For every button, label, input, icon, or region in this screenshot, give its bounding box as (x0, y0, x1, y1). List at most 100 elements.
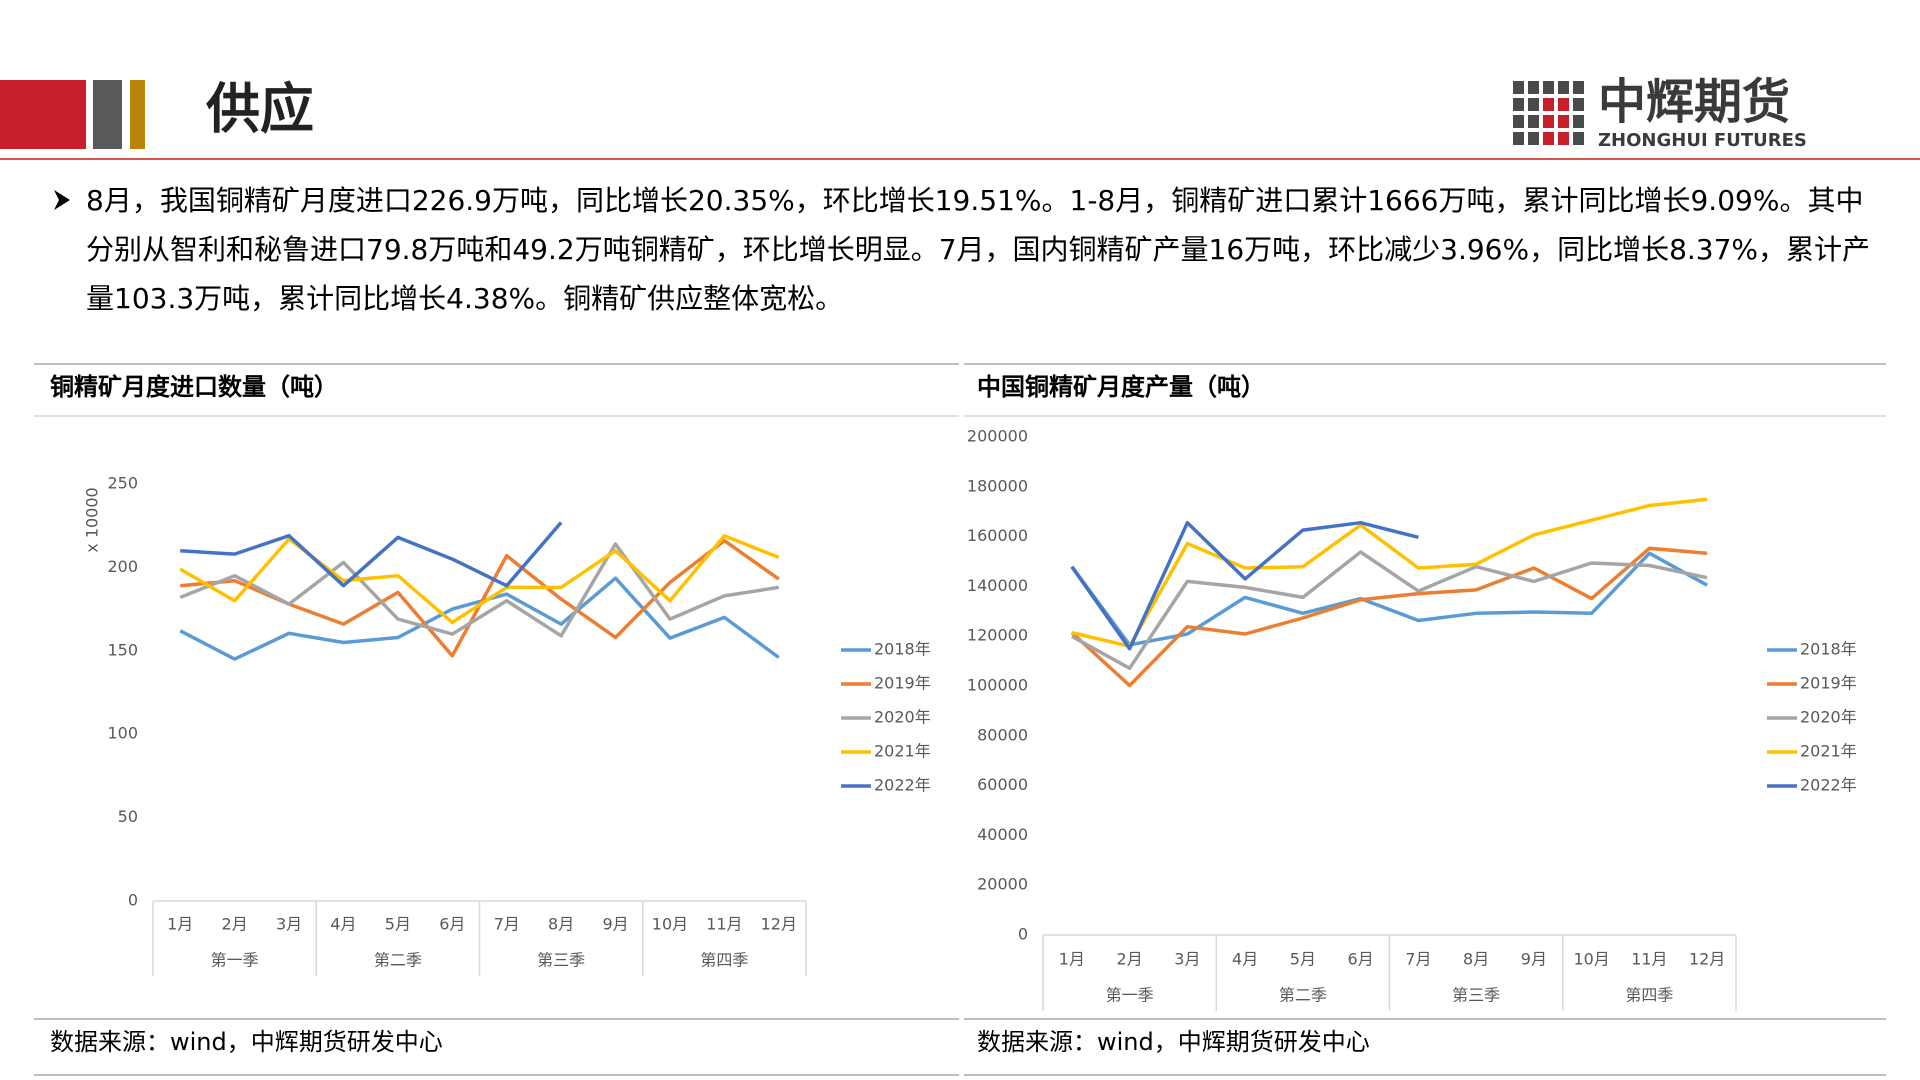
legend-label: 2021年 (874, 742, 931, 761)
legend-label: 2019年 (874, 674, 931, 693)
chart-title: 铜精矿月度进口数量（吨） (50, 373, 338, 401)
x-tick-label: 2月 (1117, 950, 1143, 969)
x-tick-label: 9月 (1521, 950, 1547, 969)
group-label: 第一季 (1106, 986, 1154, 1005)
x-tick-label: 1月 (1059, 950, 1085, 969)
logo-cell (1543, 115, 1554, 128)
x-tick-label: 5月 (385, 915, 411, 934)
series-line (179, 533, 780, 625)
logo-cell (1513, 98, 1524, 111)
y-tick-label: 200 (107, 557, 138, 576)
series-line (1071, 550, 1708, 671)
x-tick-label: 11月 (706, 915, 742, 934)
logo-cell (1543, 132, 1554, 145)
x-tick-label: 6月 (439, 915, 465, 934)
logo-cell (1573, 132, 1584, 145)
y-tick-label: 250 (107, 474, 138, 493)
x-tick-label: 6月 (1348, 950, 1374, 969)
source: 数据来源：wind，中辉期货研发中心 (977, 1028, 1370, 1056)
logo-cell (1513, 132, 1524, 145)
header-bar (130, 80, 145, 149)
x-tick-label: 1月 (167, 915, 193, 934)
legend-label: 2021年 (1800, 742, 1857, 761)
legend-label: 2022年 (874, 776, 931, 795)
y-tick-label: 60000 (977, 775, 1028, 794)
logo-cell (1528, 98, 1539, 111)
group-label: 第四季 (1625, 986, 1673, 1005)
logo-cell (1558, 98, 1569, 111)
y-tick-label: 0 (1018, 925, 1028, 944)
logo-cn: 中辉期货 (1598, 74, 1790, 130)
legend-label: 2020年 (1800, 708, 1857, 727)
y-axis-label: x 10000 (83, 487, 102, 552)
x-tick-label: 9月 (602, 915, 628, 934)
x-tick-label: 3月 (276, 915, 302, 934)
logo-cell (1573, 81, 1584, 94)
logo-cell (1528, 115, 1539, 128)
summary: 8月，我国铜精矿月度进口226.9万吨，同比增长20.35%，环比增长19.51… (86, 176, 1876, 323)
y-tick-label: 150 (107, 640, 138, 659)
legend-label: 2018年 (1800, 640, 1857, 659)
y-tick-label: 200000 (967, 427, 1028, 446)
legend-label: 2020年 (874, 708, 931, 727)
y-tick-label: 100000 (967, 676, 1028, 695)
x-tick-label: 10月 (652, 915, 688, 934)
y-tick-label: 80000 (977, 725, 1028, 744)
series-line (1071, 497, 1708, 648)
x-tick-label: 8月 (1463, 950, 1489, 969)
logo-cell (1573, 98, 1584, 111)
y-tick-label: 120000 (967, 626, 1028, 645)
y-tick-label: 100 (107, 724, 138, 743)
x-tick-label: 4月 (1232, 950, 1258, 969)
group-label: 第四季 (700, 951, 748, 970)
bullet (54, 190, 70, 210)
header-bar (93, 80, 122, 149)
group-label: 第二季 (1279, 986, 1327, 1005)
x-tick-label: 7月 (1405, 950, 1431, 969)
summary-text: 8月，我国铜精矿月度进口226.9万吨，同比增长20.35%，环比增长19.51… (86, 184, 1871, 315)
y-tick-label: 40000 (977, 825, 1028, 844)
x-tick-label: 4月 (330, 915, 356, 934)
logo-cell (1528, 81, 1539, 94)
header-block (0, 80, 86, 149)
y-tick-label: 0 (128, 891, 138, 910)
x-tick-label: 2月 (222, 915, 248, 934)
series-line (1070, 546, 1708, 688)
legend-label: 2022年 (1800, 776, 1857, 795)
chart-title: 中国铜精矿月度产量（吨） (977, 373, 1265, 401)
group-label: 第三季 (1452, 986, 1500, 1005)
logo-cell (1513, 115, 1524, 128)
logo-en: ZHONGHUI FUTURES (1598, 130, 1807, 151)
series-line (179, 542, 780, 638)
x-tick-label: 7月 (494, 915, 520, 934)
series-line (180, 521, 563, 588)
group-label: 第三季 (537, 951, 585, 970)
logo-cell (1513, 81, 1524, 94)
x-tick-label: 10月 (1573, 950, 1609, 969)
y-tick-label: 140000 (967, 576, 1028, 595)
y-tick-label: 160000 (967, 526, 1028, 545)
group-label: 第二季 (374, 951, 422, 970)
x-tick-label: 8月 (548, 915, 574, 934)
logo-icon (1513, 81, 1584, 145)
logo-cell (1528, 132, 1539, 145)
logo-cell (1573, 115, 1584, 128)
logo-cell (1558, 81, 1569, 94)
x-tick-label: 12月 (761, 915, 797, 934)
series-line (1070, 520, 1419, 651)
y-tick-label: 180000 (967, 476, 1028, 495)
y-tick-label: 20000 (977, 875, 1028, 894)
series-line (179, 576, 780, 661)
legend-label: 2018年 (874, 640, 931, 659)
group-label: 第一季 (211, 951, 259, 970)
page-title: 供应 (206, 78, 314, 141)
x-tick-label: 12月 (1689, 950, 1725, 969)
y-tick-label: 50 (118, 807, 138, 826)
logo-cell (1543, 81, 1554, 94)
legend-label: 2019年 (1800, 674, 1857, 693)
logo-cell (1558, 115, 1569, 128)
x-tick-label: 3月 (1174, 950, 1200, 969)
logo-cell (1558, 132, 1569, 145)
